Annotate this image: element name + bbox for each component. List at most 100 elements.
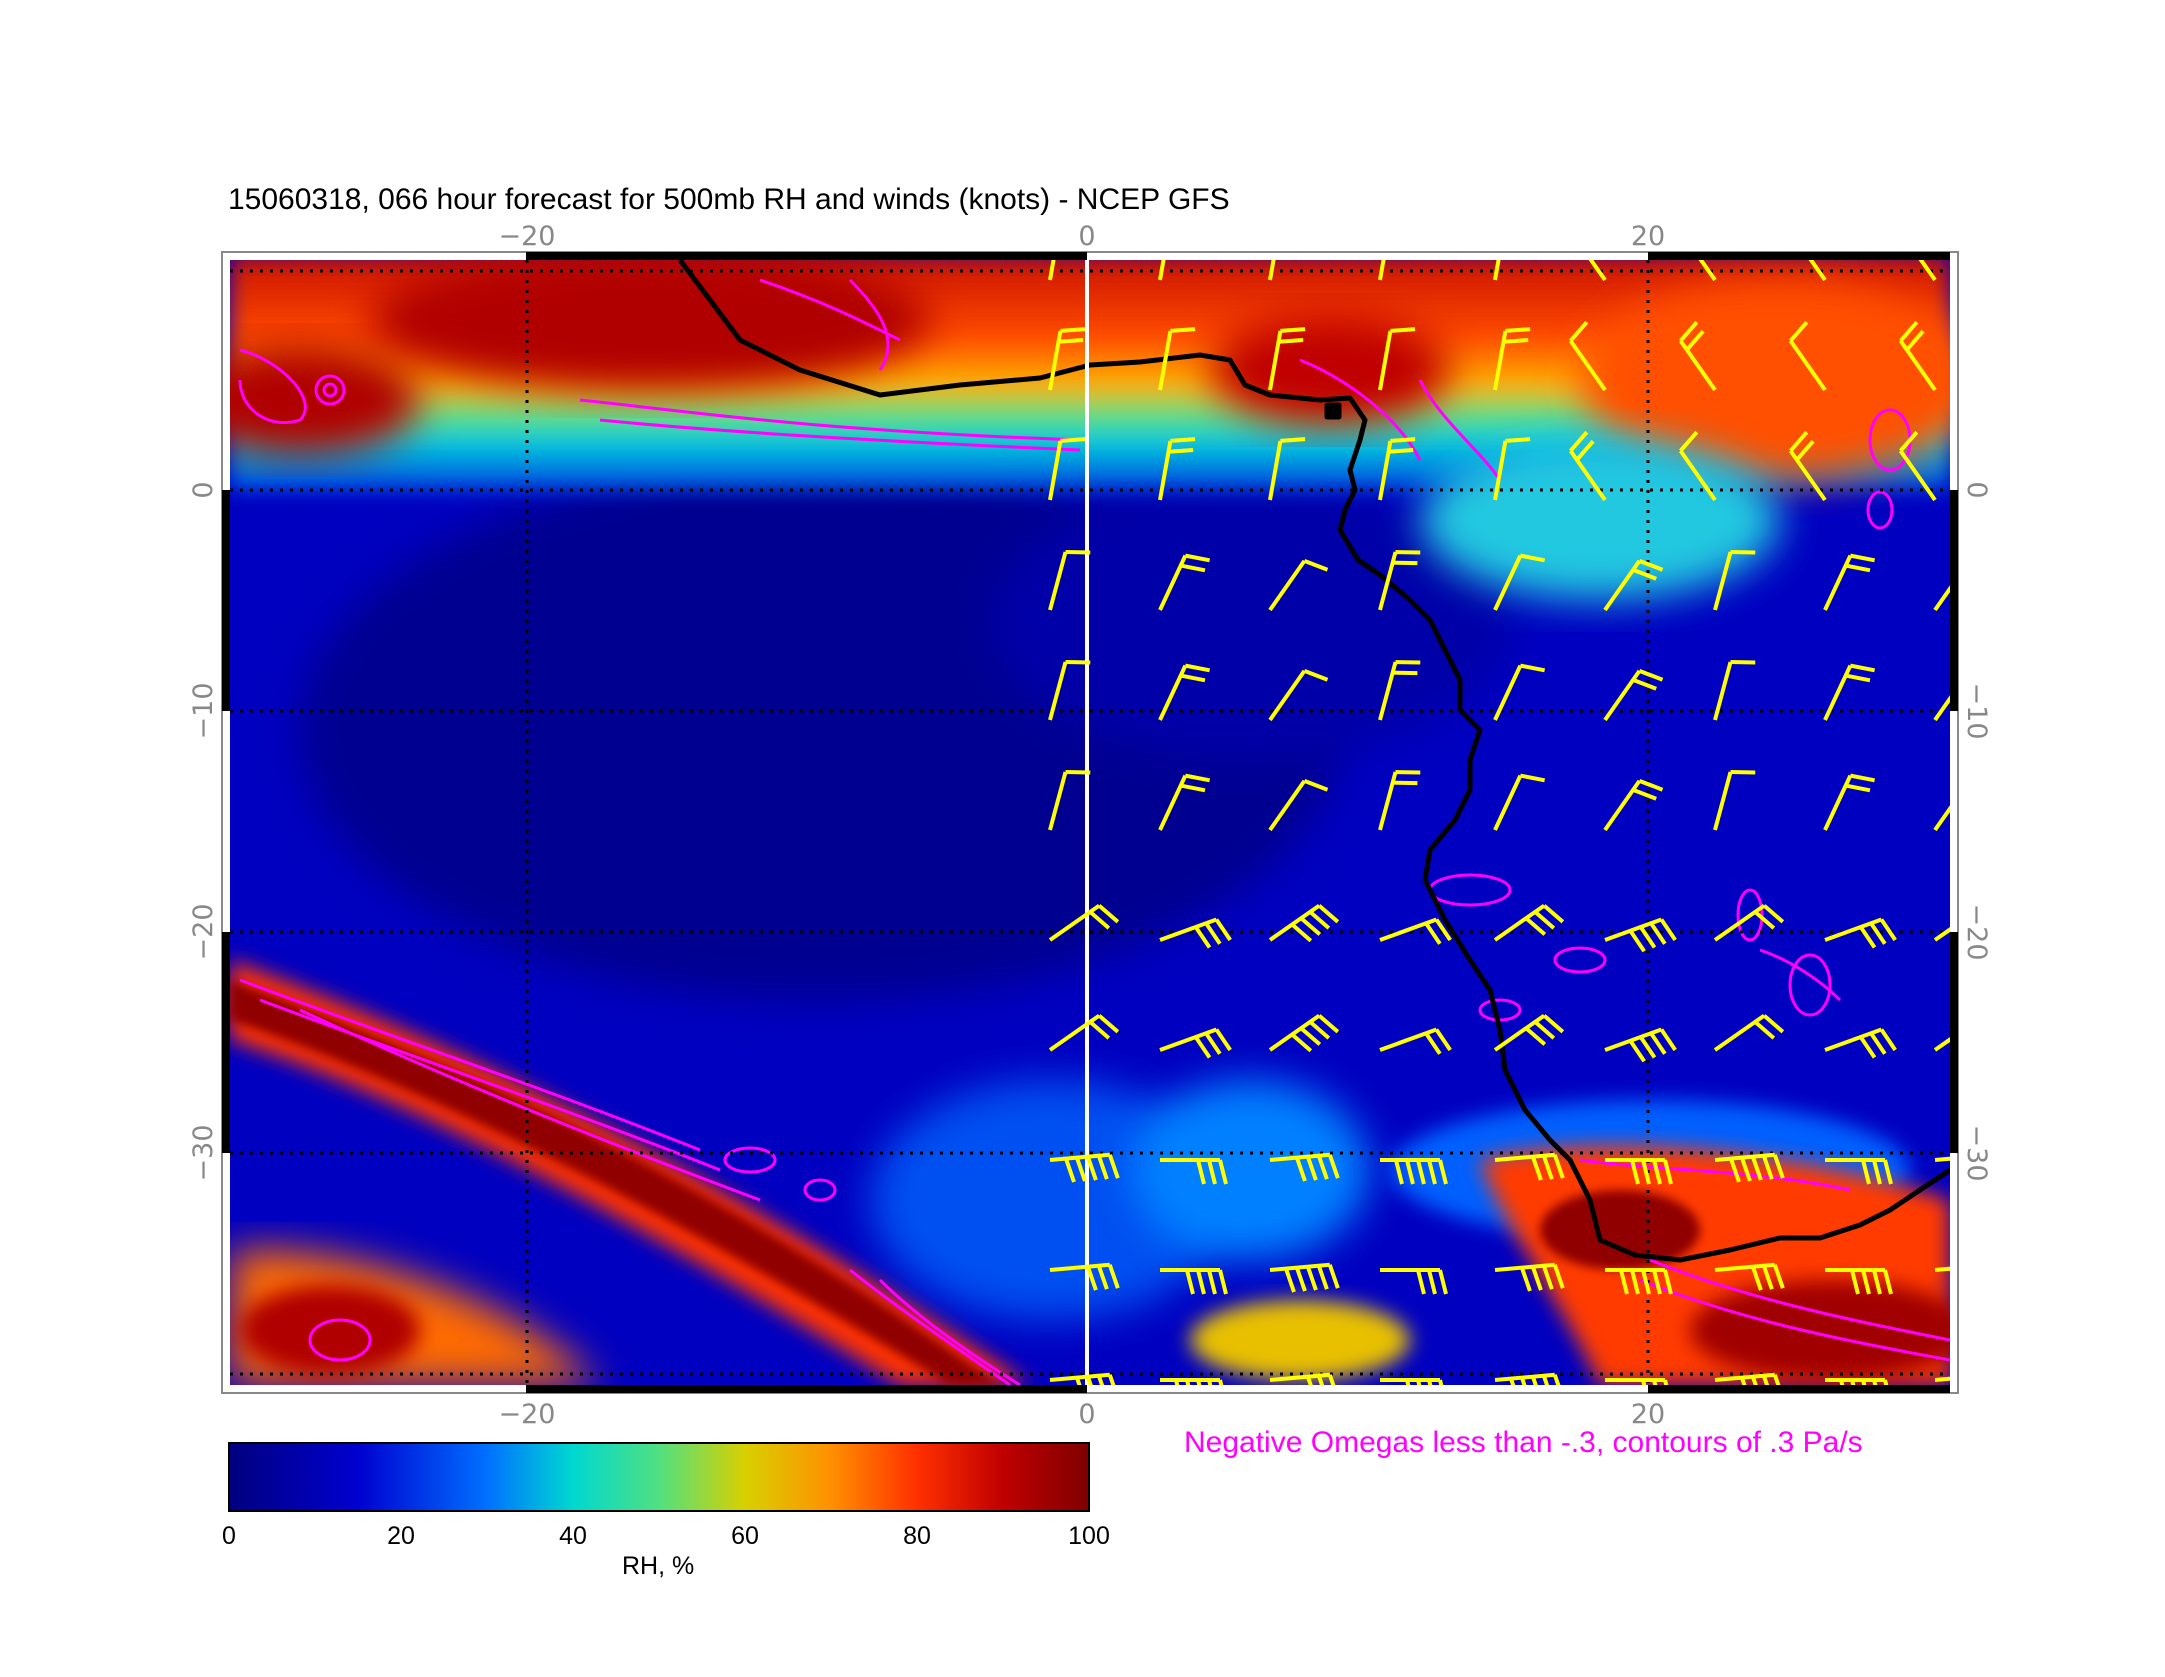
wind-barb <box>1824 1027 1897 1059</box>
wind-barb <box>1603 668 1664 722</box>
wind-barb <box>1493 437 1531 501</box>
wind-barb <box>1678 430 1717 502</box>
wind-barb <box>1933 669 1950 722</box>
wind-barb <box>1605 1268 1673 1295</box>
wind-barb <box>1825 1158 1893 1185</box>
wind-barb <box>1934 1372 1950 1382</box>
wind-barb <box>1605 1158 1673 1185</box>
wind-barb <box>1269 1152 1340 1182</box>
wind-barb <box>1934 1262 1950 1293</box>
wind-barb <box>1493 663 1546 721</box>
frame-segment <box>222 932 230 1153</box>
wind-barb <box>1269 1262 1340 1293</box>
colorbar-label: RH, % <box>622 1552 695 1580</box>
wind-barb <box>1379 917 1452 945</box>
wind-barb <box>1268 668 1329 722</box>
wind-barb <box>1378 770 1421 831</box>
wind-barb <box>1048 437 1086 501</box>
wind-barb <box>1824 917 1897 949</box>
rh-colorbar <box>228 1442 1090 1512</box>
wind-barb <box>1378 327 1416 391</box>
wind-barb <box>1160 1378 1228 1385</box>
colorbar-tick: 0 <box>222 1522 236 1550</box>
wind-barb <box>1268 903 1340 943</box>
wind-barb <box>1159 1027 1232 1059</box>
wind-barb <box>1493 773 1546 831</box>
wind-barb <box>1713 903 1785 942</box>
wind-barb <box>1158 437 1196 501</box>
wind-barb <box>1713 770 1756 831</box>
lon-tick-bottom: 20 <box>1631 1399 1665 1430</box>
lat-tick-right: −30 <box>1961 1125 1992 1182</box>
wind-barb <box>1714 1152 1785 1183</box>
colorbar-tick: 100 <box>1068 1522 1110 1550</box>
wind-barb <box>1160 1158 1228 1185</box>
lat-tick-left: −20 <box>188 904 219 961</box>
wind-barb <box>1380 1158 1448 1185</box>
omega-note: Negative Omegas less than -.3, contours … <box>1184 1426 1863 1459</box>
wind-barb <box>1898 430 1937 502</box>
wind-barb <box>1788 320 1827 392</box>
colorbar-tick: 40 <box>559 1522 587 1550</box>
wind-barb <box>1268 260 1283 281</box>
wind-barb <box>1603 558 1664 612</box>
wind-barb <box>1825 1378 1893 1385</box>
lon-tick-bottom: −20 <box>499 1399 556 1430</box>
wind-barb <box>1268 558 1329 612</box>
frame-segment <box>222 490 230 711</box>
wind-barb <box>1269 1372 1340 1385</box>
wind-barb <box>1713 660 1756 721</box>
wind-barb <box>1048 1013 1120 1052</box>
wind-barb <box>1158 663 1211 721</box>
frame-segment <box>1648 252 1950 260</box>
frame-segment <box>1950 932 1958 1153</box>
lat-tick-left: −10 <box>188 683 219 740</box>
wind-barb <box>1268 1013 1340 1053</box>
wind-barb <box>1494 1262 1565 1292</box>
frame-segment <box>526 252 1087 260</box>
wind-barb <box>1605 1378 1673 1385</box>
wind-barb <box>1380 1268 1448 1295</box>
wind-barb <box>1788 260 1827 282</box>
wind-barb <box>1158 327 1196 391</box>
wind-barb <box>1048 903 1120 942</box>
wind-barb <box>1568 260 1607 282</box>
wind-barb <box>1048 327 1086 391</box>
wind-barb <box>1494 1152 1565 1181</box>
rh-field <box>230 260 1950 1385</box>
wind-barb <box>1604 1027 1677 1063</box>
wind-barb <box>1898 260 1937 282</box>
wind-barb <box>1378 260 1393 281</box>
wind-barb <box>1678 260 1717 282</box>
axis-labels: −20 0 20 −20 0 20 0 −10 −20 −30 0 −10 −2… <box>188 221 1992 1430</box>
wind-barb <box>1603 778 1664 832</box>
lat-tick-right: −20 <box>1961 904 1992 961</box>
wind-barb <box>1160 1268 1228 1295</box>
wind-barb <box>1159 917 1232 949</box>
wind-barb <box>1380 1378 1448 1385</box>
wind-barb <box>1714 1262 1785 1291</box>
colorbar-tick: 80 <box>903 1522 931 1550</box>
wind-barb <box>1933 903 1950 942</box>
wind-barb <box>1049 1152 1120 1183</box>
wind-barb <box>1788 430 1827 502</box>
wind-barb <box>1378 660 1421 721</box>
lat-tick-left: 0 <box>188 481 219 498</box>
colorbar-tick: 20 <box>387 1522 415 1550</box>
wind-barb <box>1158 260 1173 281</box>
wind-barb <box>1049 1262 1120 1291</box>
wind-barb <box>1049 1372 1120 1385</box>
wind-barb <box>1713 1013 1785 1052</box>
wind-barb <box>1048 550 1091 611</box>
wind-barb <box>1823 553 1876 611</box>
lat-tick-left: −30 <box>188 1125 219 1182</box>
wind-barb <box>1493 553 1546 611</box>
wind-barb <box>1493 903 1565 942</box>
wind-barb <box>1494 1372 1565 1385</box>
map-frame <box>221 251 1959 1394</box>
wind-barb <box>1048 660 1091 721</box>
frame-segment <box>1950 490 1958 711</box>
wind-barb <box>1493 260 1508 281</box>
frame-segment <box>1648 1385 1950 1393</box>
